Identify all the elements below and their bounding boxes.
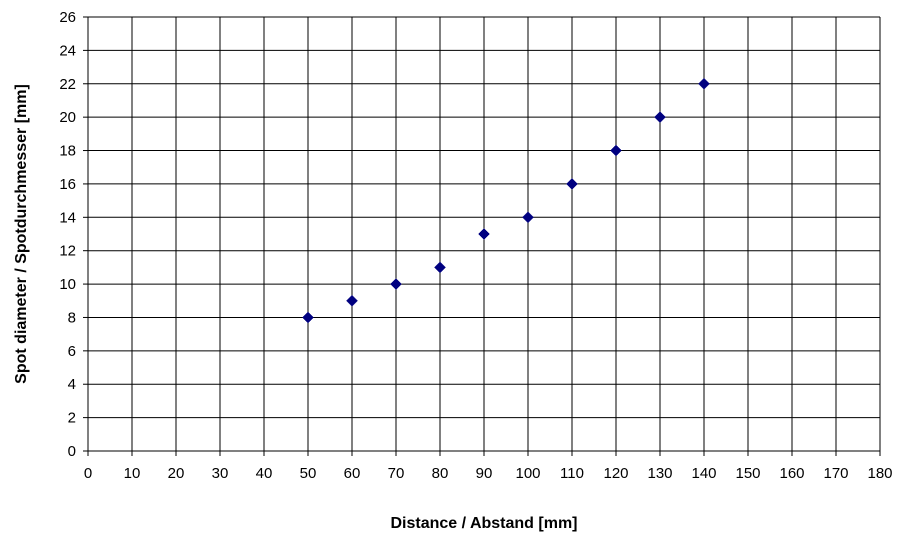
x-tick-label: 110 (560, 465, 584, 482)
x-tick-label: 50 (300, 465, 317, 482)
x-tick-label: 160 (779, 465, 804, 482)
x-tick-label: 150 (735, 465, 760, 482)
y-tick-label: 4 (68, 376, 76, 393)
data-point (434, 261, 446, 274)
data-points (302, 77, 710, 324)
y-tick-label: 26 (59, 9, 76, 26)
y-tick-label: 6 (68, 343, 76, 360)
data-point (390, 278, 402, 290)
data-point (478, 228, 490, 240)
y-tick-label: 16 (59, 176, 76, 193)
y-tick-label: 0 (68, 443, 76, 460)
data-point (346, 294, 358, 307)
x-tick-label: 30 (212, 465, 229, 482)
x-tick-label: 60 (344, 465, 361, 482)
x-tick-label: 40 (256, 465, 273, 482)
x-tick-label: 0 (84, 465, 92, 482)
data-point (698, 77, 710, 90)
y-axis-title: Spot diameter / Spotdurchmesser [mm] (13, 84, 30, 384)
x-tick-label: 120 (603, 465, 628, 482)
x-tick-label: 100 (515, 465, 540, 482)
x-tick-label: 140 (691, 465, 716, 482)
y-tick-label: 12 (59, 243, 76, 260)
x-tick-label: 10 (124, 465, 141, 482)
x-tick-label: 130 (647, 465, 672, 482)
tick-labels: 0 10 20 30 40 50 60 70 80 90 100 110 120 130 140 150 160… (59, 9, 892, 482)
axes (83, 16, 881, 456)
y-tick-label: 8 (68, 309, 76, 326)
y-tick-label: 24 (59, 42, 76, 59)
x-axis-title: Distance / Abstand [mm] (391, 515, 578, 532)
x-tick-label: 70 (388, 465, 405, 482)
x-tick-label: 170 (823, 465, 848, 482)
data-point (302, 311, 314, 324)
y-tick-label: 10 (59, 276, 76, 293)
y-tick-label: 14 (59, 209, 76, 226)
data-point (610, 144, 622, 157)
x-tick-label: 180 (867, 465, 892, 482)
x-tick-label: 90 (476, 465, 493, 482)
data-point (654, 111, 666, 124)
x-tick-label: 20 (168, 465, 185, 482)
y-tick-label: 20 (59, 109, 76, 126)
gridlines (87, 16, 881, 452)
data-point (566, 178, 578, 190)
y-tick-label: 18 (59, 143, 76, 160)
y-tick-label: 22 (59, 76, 76, 93)
y-tick-label: 2 (68, 410, 76, 427)
data-point (522, 211, 534, 224)
x-tick-label: 80 (432, 465, 449, 482)
